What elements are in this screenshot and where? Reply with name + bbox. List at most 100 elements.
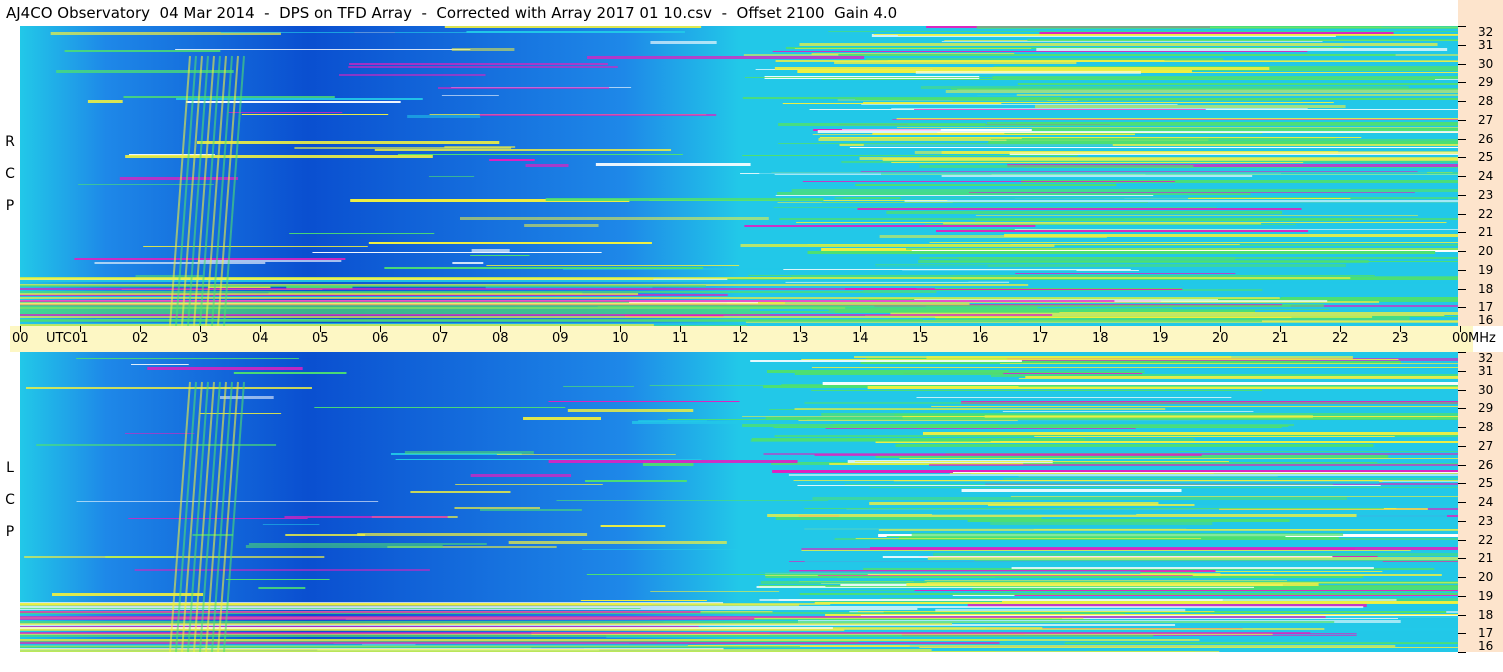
freq-tick-label: 30 <box>1478 383 1494 397</box>
freq-tick <box>1458 615 1466 616</box>
freq-tick <box>1458 446 1466 447</box>
time-tick <box>20 326 21 332</box>
time-tick <box>500 326 501 332</box>
lcp-letter-c: C <box>5 492 15 508</box>
freq-tick <box>1458 558 1466 559</box>
rcp-spectrogram[interactable] <box>20 26 1458 326</box>
time-tick-label: 22 <box>1332 331 1349 346</box>
lcp-spectrogram[interactable] <box>20 352 1458 652</box>
freq-tick <box>1458 270 1466 271</box>
time-axis: 00 01 02 03 04 05 06 07 08 09 10 11 12 13 14 15 16 17 18 19… <box>10 326 1496 352</box>
time-tick-label: 00 <box>12 331 29 346</box>
freq-tick <box>1458 45 1466 46</box>
freq-tick-label: 25 <box>1478 476 1494 490</box>
freq-tick <box>1458 390 1466 391</box>
time-tick <box>380 326 381 332</box>
time-tick <box>80 326 81 332</box>
time-tick-label: 23 <box>1392 331 1409 346</box>
rcp-letter-p: P <box>5 198 15 214</box>
freq-tick <box>1458 652 1466 653</box>
freq-tick <box>1458 195 1466 196</box>
time-tick-label: 21 <box>1272 331 1289 346</box>
rcp-frequency-axis: 32 31 30 29 28 27 26 25 24 23 22 21 20 19 18 17 16 <box>1458 26 1503 327</box>
spectrogram-image <box>20 352 1458 652</box>
freq-tick-label: 20 <box>1478 244 1494 258</box>
freq-tick <box>1458 465 1466 466</box>
freq-tick <box>1458 82 1466 83</box>
freq-tick <box>1458 176 1466 177</box>
time-tick <box>1220 326 1221 332</box>
time-tick <box>440 326 441 332</box>
freq-tick-label: 16 <box>1478 639 1494 653</box>
time-tick-label: 01 <box>72 331 89 346</box>
freq-tick-label: 25 <box>1478 150 1494 164</box>
mhz-label: MHz <box>1468 331 1496 346</box>
time-tick <box>920 326 921 332</box>
freq-tick-label: 16 <box>1478 313 1494 327</box>
corner-stripe <box>1458 0 1503 26</box>
freq-tick <box>1458 101 1466 102</box>
freq-tick-label: 26 <box>1478 458 1494 472</box>
freq-tick <box>1458 577 1466 578</box>
time-tick <box>1160 326 1161 332</box>
time-tick <box>560 326 561 332</box>
lcp-letter-p: P <box>5 524 15 540</box>
time-tick <box>980 326 981 332</box>
freq-tick <box>1458 596 1466 597</box>
freq-tick-label: 31 <box>1478 38 1494 52</box>
spectrogram-image <box>20 26 1458 326</box>
time-tick-label: 05 <box>312 331 329 346</box>
freq-tick <box>1458 502 1466 503</box>
time-tick <box>140 326 141 332</box>
time-tick-label: 18 <box>1092 331 1109 346</box>
time-tick <box>1040 326 1041 332</box>
freq-tick-label: 21 <box>1478 551 1494 565</box>
time-tick <box>680 326 681 332</box>
freq-tick-label: 28 <box>1478 94 1494 108</box>
time-tick-label: 15 <box>912 331 929 346</box>
freq-tick-label: 32 <box>1478 351 1494 365</box>
time-tick <box>1460 326 1461 332</box>
freq-tick <box>1458 251 1466 252</box>
freq-tick <box>1458 633 1466 634</box>
time-tick <box>1340 326 1341 332</box>
freq-tick-label: 26 <box>1478 132 1494 146</box>
time-tick-label: 03 <box>192 331 209 346</box>
time-tick <box>740 326 741 332</box>
time-tick <box>200 326 201 332</box>
freq-tick-label: 18 <box>1478 282 1494 296</box>
freq-tick <box>1458 371 1466 372</box>
rcp-letter-r: R <box>5 134 15 150</box>
time-tick-label: 20 <box>1212 331 1229 346</box>
time-tick-label: 07 <box>432 331 449 346</box>
freq-tick <box>1458 120 1466 121</box>
time-tick-label: 00 <box>1452 331 1469 346</box>
time-tick-label: 10 <box>612 331 629 346</box>
freq-tick <box>1458 427 1466 428</box>
time-tick <box>1280 326 1281 332</box>
freq-tick-label: 17 <box>1478 300 1494 314</box>
time-tick <box>1400 326 1401 332</box>
freq-tick-label: 19 <box>1478 589 1494 603</box>
time-tick-label: 13 <box>792 331 809 346</box>
time-tick-label: 02 <box>132 331 149 346</box>
time-tick-label: 04 <box>252 331 269 346</box>
freq-tick <box>1458 521 1466 522</box>
freq-tick-label: 24 <box>1478 495 1494 509</box>
time-tick <box>620 326 621 332</box>
time-tick-label: 08 <box>492 331 509 346</box>
freq-tick-label: 19 <box>1478 263 1494 277</box>
time-tick-label: 14 <box>852 331 869 346</box>
time-tick-label: 17 <box>1032 331 1049 346</box>
freq-tick-label: 22 <box>1478 533 1494 547</box>
freq-tick <box>1458 289 1466 290</box>
time-tick <box>800 326 801 332</box>
freq-tick-label: 27 <box>1478 439 1494 453</box>
freq-tick <box>1458 214 1466 215</box>
freq-tick-label: 21 <box>1478 225 1494 239</box>
time-tick-label: 09 <box>552 331 569 346</box>
freq-tick <box>1458 64 1466 65</box>
freq-tick-label: 28 <box>1478 420 1494 434</box>
